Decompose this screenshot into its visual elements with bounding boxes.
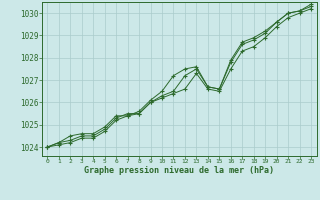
X-axis label: Graphe pression niveau de la mer (hPa): Graphe pression niveau de la mer (hPa) [84,166,274,175]
